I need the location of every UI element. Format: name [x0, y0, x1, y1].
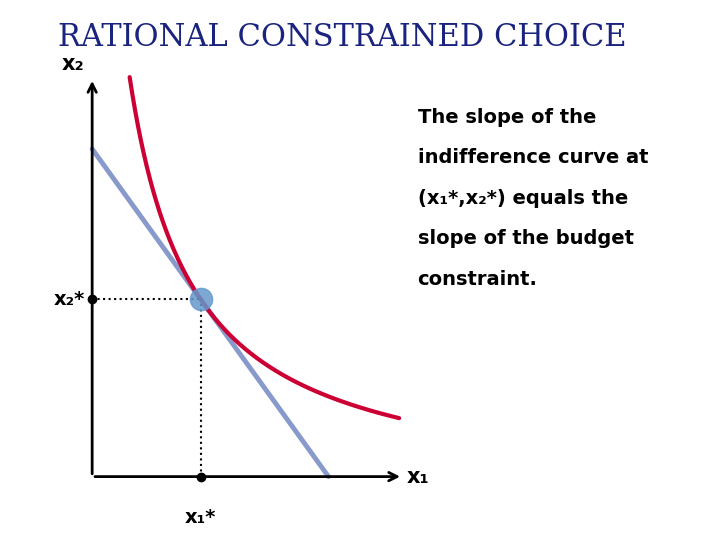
Text: indifference curve at: indifference curve at	[418, 148, 648, 167]
Text: x₂: x₂	[62, 53, 85, 73]
Text: x₁*: x₁*	[185, 508, 217, 526]
Text: RATIONAL CONSTRAINED CHOICE: RATIONAL CONSTRAINED CHOICE	[58, 22, 626, 52]
Text: x₂*: x₂*	[54, 290, 86, 309]
Text: constraint.: constraint.	[418, 270, 537, 289]
Text: The slope of the: The slope of the	[418, 108, 596, 127]
Text: (x₁*,x₂*) equals the: (x₁*,x₂*) equals the	[418, 189, 628, 208]
Text: x₁: x₁	[407, 467, 429, 487]
Text: slope of the budget: slope of the budget	[418, 230, 634, 248]
